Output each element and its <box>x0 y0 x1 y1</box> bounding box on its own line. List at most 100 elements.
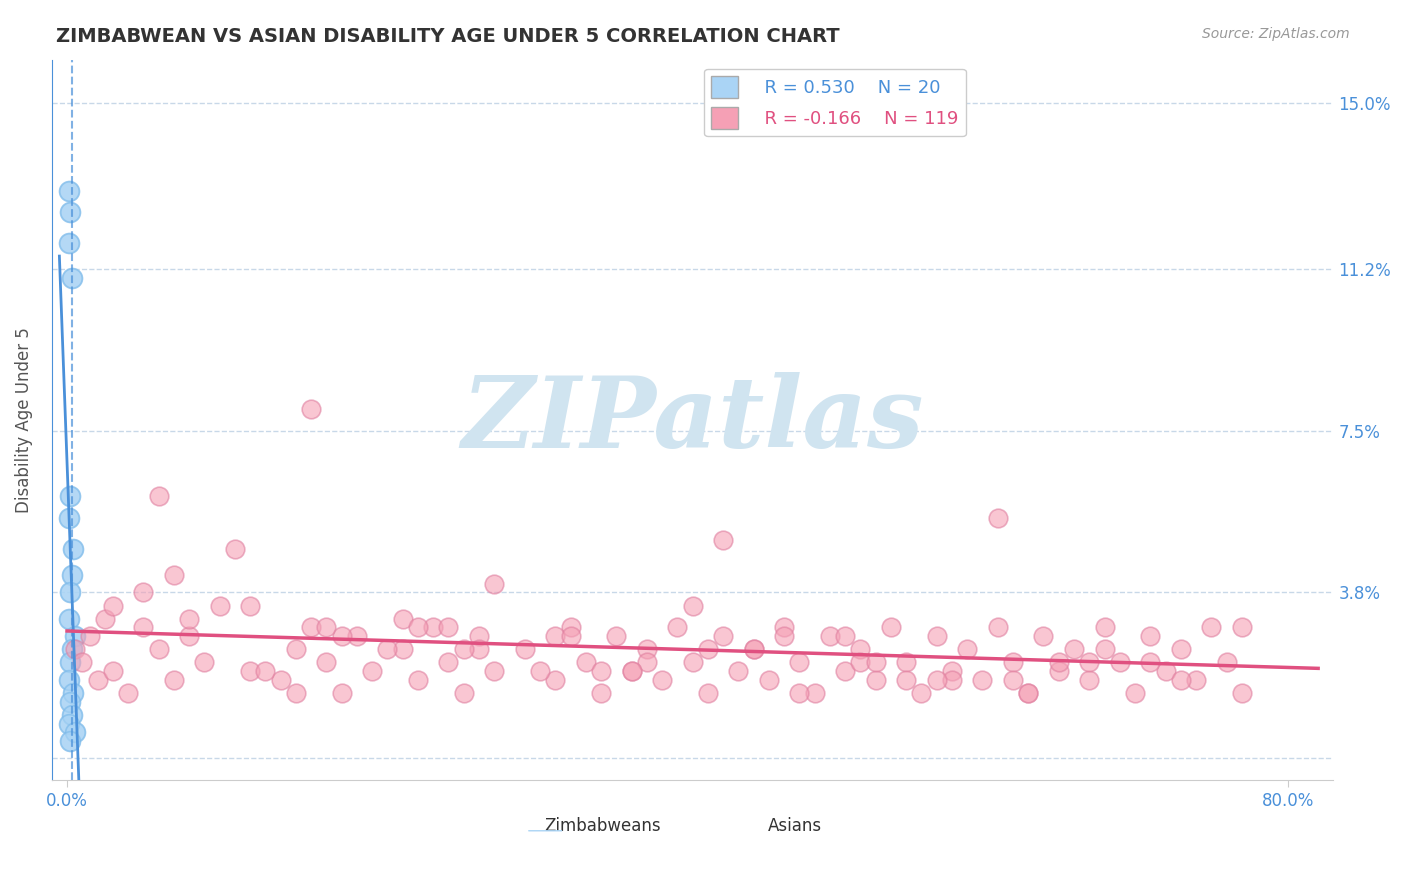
Point <box>896 656 918 670</box>
Point <box>834 629 856 643</box>
Point <box>865 656 887 670</box>
Point <box>163 673 186 687</box>
Point <box>62 686 84 700</box>
Text: Asians: Asians <box>768 817 823 835</box>
Point <box>513 642 536 657</box>
Point <box>589 686 612 700</box>
Point <box>1139 656 1161 670</box>
Point <box>59 656 82 670</box>
Point <box>1032 629 1054 643</box>
Point <box>789 686 811 700</box>
Point <box>727 664 749 678</box>
Point <box>391 642 413 657</box>
Point <box>63 629 86 643</box>
Point <box>1185 673 1208 687</box>
Point <box>63 725 86 739</box>
Point <box>849 642 872 657</box>
Point <box>696 642 718 657</box>
Point <box>422 620 444 634</box>
Point <box>803 686 825 700</box>
Point <box>59 585 82 599</box>
Point <box>117 686 139 700</box>
Point <box>666 620 689 634</box>
Point <box>315 620 337 634</box>
Point <box>391 612 413 626</box>
Text: ZIMBABWEAN VS ASIAN DISABILITY AGE UNDER 5 CORRELATION CHART: ZIMBABWEAN VS ASIAN DISABILITY AGE UNDER… <box>56 27 839 45</box>
Point <box>742 642 765 657</box>
Point <box>880 620 903 634</box>
Point <box>346 629 368 643</box>
Point <box>361 664 384 678</box>
Point <box>560 629 582 643</box>
Point <box>1123 686 1146 700</box>
Point <box>58 612 80 626</box>
Point <box>529 664 551 678</box>
Point <box>60 642 83 657</box>
Point <box>896 673 918 687</box>
Point <box>58 511 80 525</box>
Point <box>254 664 277 678</box>
Point <box>1094 620 1116 634</box>
Point <box>987 511 1010 525</box>
Point <box>62 686 84 700</box>
Point <box>58 716 80 731</box>
Point <box>60 568 83 582</box>
Point <box>925 673 948 687</box>
Point <box>59 734 82 748</box>
Point <box>330 629 353 643</box>
Point <box>239 664 262 678</box>
Point <box>696 686 718 700</box>
Point <box>589 664 612 678</box>
Point <box>58 184 80 198</box>
Text: Zimbabweans: Zimbabweans <box>544 817 661 835</box>
Point <box>239 599 262 613</box>
Point <box>544 673 567 687</box>
Point <box>620 664 643 678</box>
Point <box>468 642 491 657</box>
Point <box>58 511 80 525</box>
Point <box>59 205 82 219</box>
Point <box>59 734 82 748</box>
Point <box>58 612 80 626</box>
Point <box>284 686 307 700</box>
Point <box>1001 673 1024 687</box>
Point <box>60 707 83 722</box>
Point <box>1154 664 1177 678</box>
Point <box>177 629 200 643</box>
Point <box>1230 686 1253 700</box>
Point <box>941 673 963 687</box>
Point <box>62 541 84 556</box>
Point <box>270 673 292 687</box>
Point <box>818 629 841 643</box>
Point <box>711 629 734 643</box>
Point <box>177 612 200 626</box>
Point <box>484 576 506 591</box>
Point <box>834 664 856 678</box>
Point <box>60 271 83 285</box>
Text: ZIPatlas: ZIPatlas <box>461 372 924 468</box>
Point <box>956 642 979 657</box>
Point <box>620 664 643 678</box>
Point <box>59 585 82 599</box>
Point <box>1001 656 1024 670</box>
Point <box>636 642 658 657</box>
Point <box>972 673 994 687</box>
Point <box>58 235 80 250</box>
Point <box>1139 629 1161 643</box>
Point <box>59 656 82 670</box>
Point <box>651 673 673 687</box>
Point <box>59 205 82 219</box>
Point <box>377 642 399 657</box>
Point <box>1230 620 1253 634</box>
Point <box>132 585 155 599</box>
Point <box>58 184 80 198</box>
Point <box>63 629 86 643</box>
Point <box>910 686 932 700</box>
Legend:   R = 0.530    N = 20,   R = -0.166    N = 119: R = 0.530 N = 20, R = -0.166 N = 119 <box>704 69 966 136</box>
Point <box>453 686 475 700</box>
Point <box>925 629 948 643</box>
Point <box>63 642 86 657</box>
Point <box>59 490 82 504</box>
Point <box>865 673 887 687</box>
Point <box>1047 664 1070 678</box>
